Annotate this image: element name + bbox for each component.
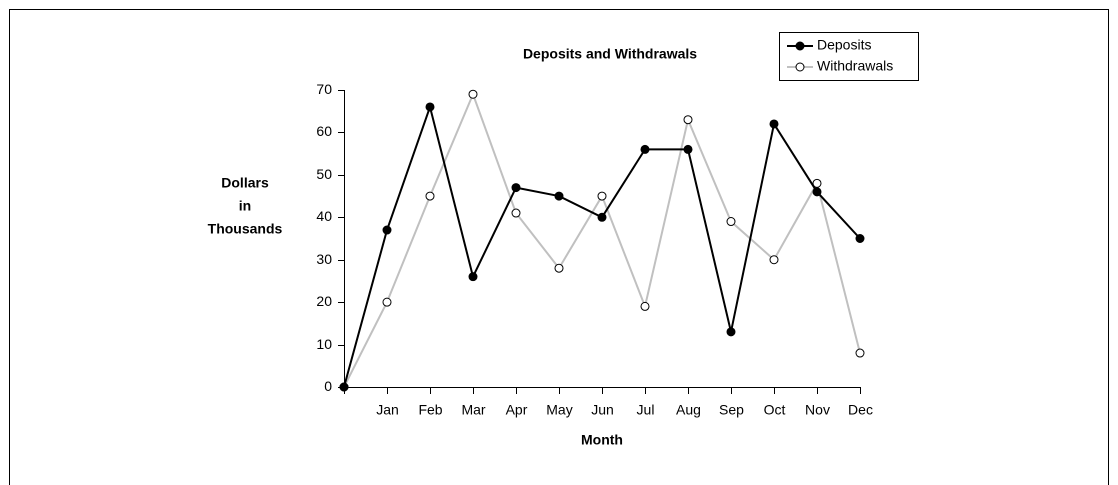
- marker: [468, 272, 478, 282]
- y-axis-label: Dollars: [221, 175, 269, 191]
- marker: [640, 144, 650, 154]
- marker: [511, 183, 521, 193]
- y-tick-label: 50: [316, 166, 332, 182]
- x-tick-label: Oct: [764, 402, 786, 418]
- y-tick-label: 70: [316, 81, 332, 97]
- frame: [9, 9, 1109, 485]
- marker: [425, 102, 435, 112]
- marker: [769, 119, 779, 129]
- legend-marker: [795, 62, 805, 72]
- legend-label: Withdrawals: [817, 58, 893, 74]
- y-tick-label: 30: [316, 251, 332, 267]
- marker: [812, 187, 822, 197]
- legend-marker: [795, 41, 805, 51]
- x-tick-label: Dec: [848, 402, 873, 418]
- marker: [425, 191, 435, 201]
- x-tick-label: Jul: [637, 402, 655, 418]
- marker: [726, 217, 736, 227]
- y-tick-label: 40: [316, 208, 332, 224]
- marker: [855, 234, 865, 243]
- marker: [640, 301, 650, 311]
- y-axis-label: Thousands: [208, 221, 283, 237]
- x-tick-label: Nov: [805, 402, 830, 418]
- y-tick-label: 20: [316, 293, 332, 309]
- marker: [855, 348, 865, 358]
- legend-label: Deposits: [817, 37, 871, 53]
- marker: [382, 297, 392, 307]
- series-line: [343, 103, 861, 388]
- chart-title: Deposits and Withdrawals: [523, 46, 697, 62]
- marker: [554, 263, 564, 273]
- y-axis-label: in: [239, 198, 251, 214]
- x-tick-label: Sep: [719, 402, 744, 418]
- marker: [726, 327, 736, 337]
- marker: [382, 225, 392, 235]
- marker: [683, 144, 693, 154]
- y-tick-label: 0: [324, 378, 332, 394]
- legend-box: [779, 32, 919, 81]
- x-tick-label: Jan: [376, 402, 399, 418]
- marker: [339, 382, 349, 392]
- marker: [769, 255, 779, 265]
- marker: [468, 89, 478, 99]
- marker: [554, 191, 564, 201]
- x-tick-label: Apr: [506, 402, 528, 418]
- marker: [597, 191, 607, 201]
- x-tick-label: Feb: [418, 402, 442, 418]
- y-tick-label: 60: [316, 123, 332, 139]
- x-tick-label: Jun: [591, 402, 614, 418]
- marker: [511, 208, 521, 218]
- x-tick-label: Mar: [461, 402, 485, 418]
- marker: [597, 212, 607, 222]
- x-tick-label: May: [546, 402, 572, 418]
- y-tick-label: 10: [316, 336, 332, 352]
- x-tick-label: Aug: [676, 402, 701, 418]
- x-axis-label: Month: [581, 432, 623, 448]
- marker: [683, 115, 693, 125]
